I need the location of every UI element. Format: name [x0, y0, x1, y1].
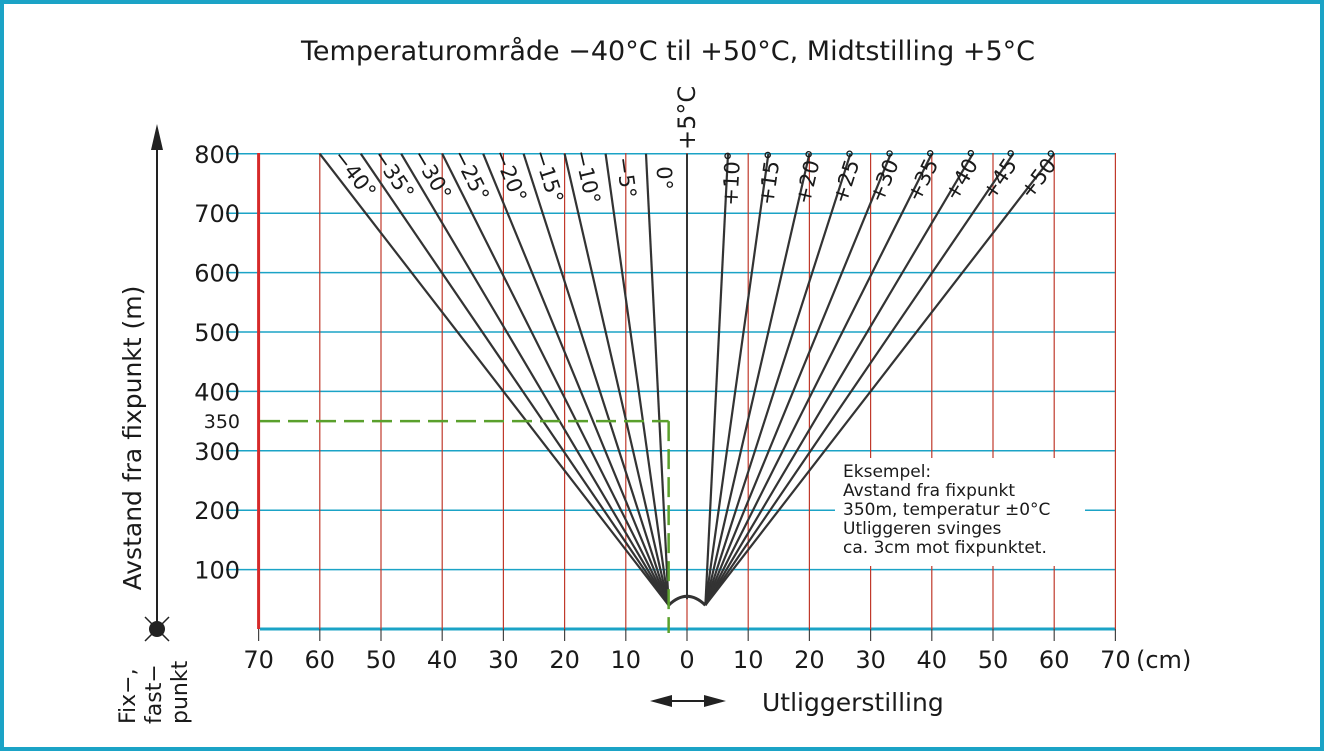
- x-tick-label: 30: [855, 646, 886, 674]
- x-axis-unit: (cm): [1136, 646, 1191, 674]
- y-tick-label: 300: [194, 438, 240, 466]
- fixpoint-label-line-1: Fix−,: [116, 668, 141, 724]
- fan-line-label: +25°: [828, 147, 868, 207]
- x-tick-label: 70: [1100, 646, 1131, 674]
- fan-line: [704, 153, 852, 606]
- fan-apex: [667, 594, 707, 607]
- x-tick-label: 40: [917, 646, 948, 674]
- fan-line-label: +10°: [718, 150, 745, 206]
- y-tick-label: 700: [194, 200, 240, 228]
- y-tick-label: 200: [194, 497, 240, 525]
- x-tick-label: 20: [794, 646, 825, 674]
- arrow-right-icon: [704, 695, 726, 707]
- x-tick-label: 60: [1039, 646, 1070, 674]
- y-tick-label-example: 350: [204, 411, 240, 433]
- example-line-2: Avstand fra fixpunkt: [843, 481, 1015, 501]
- fan-line: [604, 153, 670, 606]
- horizontal-grid: [226, 153, 1116, 631]
- x-tick-label: 30: [488, 646, 519, 674]
- fan-line: [400, 153, 670, 606]
- fixpoint-label-line-2: fast−: [142, 664, 167, 724]
- y-axis-arrow-icon: [151, 124, 163, 150]
- example-line-1: Eksempel:: [843, 462, 931, 482]
- temperature-fan: −40°−35°−30°−25°−20°−15° −10° −5° 0° +10° +15…: [318, 145, 1068, 607]
- y-tick-label: 600: [194, 260, 240, 288]
- fan-line: [482, 153, 670, 606]
- example-line-4: Utliggeren svinges: [843, 519, 1002, 539]
- fan-line: [563, 153, 670, 606]
- y-tick-label: 400: [194, 378, 240, 406]
- y-tick-label: 100: [194, 557, 240, 585]
- fan-line-label: +20°: [791, 148, 827, 207]
- mid-position-label: +5°C: [673, 86, 701, 150]
- fixpoint-label-line-3: punkt: [168, 660, 193, 724]
- fan-line: [704, 153, 1015, 606]
- y-tick-label: 500: [194, 319, 240, 347]
- x-tick-label: 10: [611, 646, 642, 674]
- x-axis-label: Utliggerstilling: [762, 688, 944, 717]
- fixpoint-label: Fix−, fast− punkt: [116, 660, 193, 724]
- fan-line: [704, 153, 811, 606]
- x-tick-label: 40: [427, 646, 458, 674]
- fan-line: [704, 153, 892, 606]
- x-axis-ticks: 70 60 50 40 30 20 10 0 10 20 30 40 50 60 70: [243, 646, 1130, 674]
- x-tick-label: 50: [366, 646, 397, 674]
- example-box: [835, 458, 1085, 566]
- diagram-title: Temperaturområde −40°C til +50°C, Midtst…: [300, 36, 1035, 67]
- example-text: Eksempel: Avstand fra fixpunkt 350m, tem…: [843, 462, 1050, 558]
- fan-line: [704, 153, 933, 606]
- x-tick-label: 50: [978, 646, 1009, 674]
- fan-line: [704, 153, 1056, 606]
- y-axis-ticks: 100 200 300 400 500 600 700 800 350: [194, 141, 240, 585]
- fan-line: [704, 153, 730, 606]
- y-axis-label: Avstand fra fixpunkt (m): [118, 286, 147, 591]
- fan-line: [359, 153, 670, 606]
- fan-line-label: +15°: [754, 149, 785, 207]
- fan-line: [704, 153, 770, 606]
- fan-line: [318, 153, 670, 606]
- fan-line-label: −15°: [528, 147, 568, 207]
- x-tick-label: 10: [733, 646, 764, 674]
- example-line-3: 350m, temperatur ±0°C: [843, 500, 1050, 520]
- fan-line: [522, 153, 670, 606]
- arrow-left-icon: [650, 695, 672, 707]
- fan-line-label: 0°: [652, 166, 677, 191]
- fan-line: [441, 153, 670, 606]
- x-tick-label: 0: [679, 646, 694, 674]
- x-tick-label: 60: [305, 646, 336, 674]
- fan-line: [704, 153, 974, 606]
- x-tick-label: 20: [549, 646, 580, 674]
- y-tick-label: 800: [194, 141, 240, 169]
- fixpoint-cross-b: [144, 616, 170, 642]
- example-guide-lines: [260, 419, 670, 633]
- x-tick-label: 70: [243, 646, 274, 674]
- example-line-5: ca. 3cm mot fixpunktet.: [843, 538, 1047, 558]
- fan-line: [644, 153, 670, 606]
- fan-line-label: −5°: [611, 155, 640, 199]
